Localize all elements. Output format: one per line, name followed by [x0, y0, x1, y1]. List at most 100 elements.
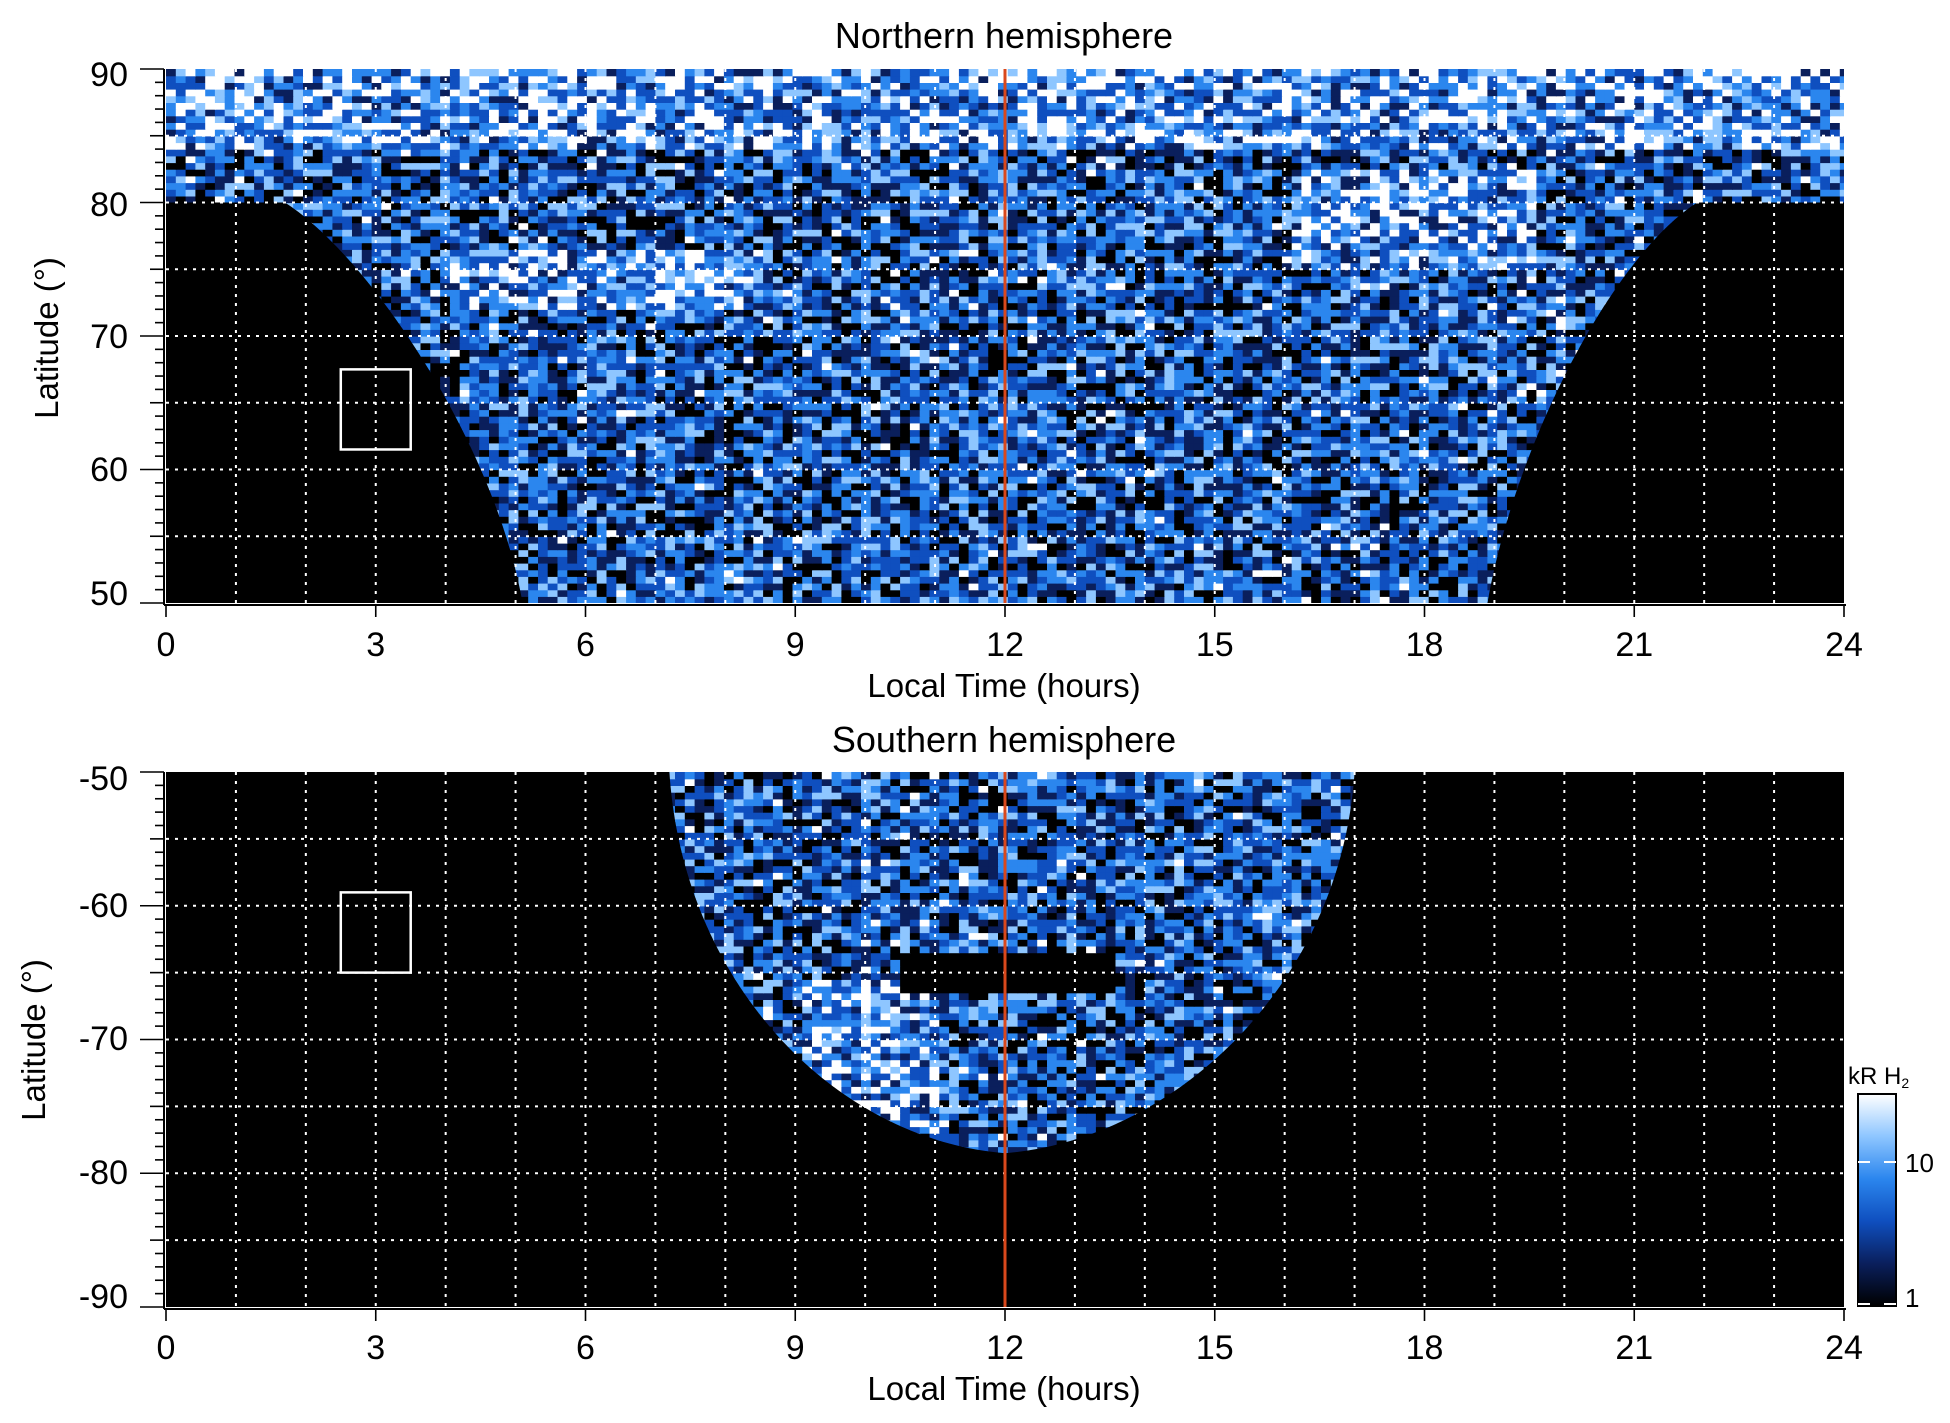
north-emission-cell: [567, 542, 578, 551]
north-emission-cell: [1321, 529, 1332, 537]
north-emission-cell: [988, 596, 999, 603]
north-emission-cell: [1203, 542, 1214, 551]
north-emission-cell: [909, 422, 921, 431]
north-emission-cell: [919, 576, 931, 584]
north-emission-cell: [978, 516, 989, 524]
north-emission-cell: [1526, 436, 1537, 444]
north-emission-cell: [1330, 422, 1342, 431]
north-emission-cell: [841, 409, 852, 417]
north-emission-cell: [675, 516, 686, 524]
north-emission-cell: [723, 422, 735, 431]
north-emission-cell: [753, 583, 764, 591]
north-emission-cell: [919, 456, 931, 464]
north-emission-cell: [1144, 569, 1156, 577]
north-emission-cell: [1232, 516, 1244, 524]
north-emission-cell: [518, 462, 529, 471]
north-emission-cell: [1458, 469, 1469, 477]
north-emission-cell: [949, 556, 960, 564]
north-emission-cell: [1409, 442, 1420, 451]
north-emission-cell: [802, 422, 813, 431]
north-emission-cell: [988, 456, 999, 464]
north-emission-cell: [586, 416, 598, 424]
north-emission-cell: [528, 456, 539, 464]
north-emission-cell: [821, 482, 833, 491]
north-emission-cell: [1242, 409, 1254, 417]
north-emission-cell: [596, 442, 608, 451]
north-emission-cell: [1242, 556, 1254, 564]
north-emission-cell: [1360, 409, 1371, 417]
north-emission-cell: [1066, 589, 1077, 597]
north-emission-cell: [1007, 563, 1019, 571]
north-emission-cell: [1281, 436, 1293, 444]
north-emission-cell: [1037, 542, 1048, 551]
north-emission-cell: [1007, 576, 1019, 584]
north-emission-cell: [518, 436, 529, 444]
north-emission-cell: [1301, 456, 1312, 464]
north-emission-cell: [1037, 529, 1048, 537]
north-emission-cell: [1135, 436, 1146, 444]
north-emission-cell: [743, 422, 754, 431]
north-emission-cell: [1448, 409, 1459, 417]
north-emission-cell: [1272, 596, 1283, 603]
north-emission-cell: [1017, 536, 1028, 544]
north-emission-cell: [675, 462, 686, 471]
north-emission-cell: [1154, 462, 1165, 471]
north-emission-cell: [1418, 482, 1430, 491]
north-emission-cell: [753, 429, 764, 437]
north-emission-cell: [870, 429, 882, 437]
north-emission-cell: [684, 409, 696, 417]
north-emission-cell: [626, 416, 637, 424]
north-emission-cell: [1497, 516, 1508, 524]
north-emission-cell: [1252, 596, 1263, 603]
north-emission-cell: [1497, 429, 1508, 437]
north-emission-cell: [919, 476, 931, 484]
north-emission-cell: [1448, 569, 1459, 577]
north-emission-cell: [714, 556, 725, 564]
north-emission-cell: [694, 589, 705, 597]
north-emission-cell: [1330, 522, 1342, 531]
north-emission-cell: [802, 496, 813, 504]
north-emission-cell: [958, 583, 970, 591]
north-emission-cell: [1017, 556, 1028, 564]
north-emission-cell: [586, 596, 598, 603]
north-emission-cell: [763, 542, 774, 551]
north-emission-cell: [1223, 569, 1234, 577]
north-emission-cell: [831, 536, 842, 544]
north-emission-cell: [1428, 462, 1440, 471]
north-emission-cell: [1027, 576, 1038, 584]
north-emission-cell: [655, 589, 666, 597]
north-emission-cell: [1301, 556, 1312, 564]
north-emission-cell: [567, 529, 578, 537]
north-emission-cell: [851, 589, 862, 597]
north-emission-cell: [1047, 442, 1058, 451]
north-emission-cell: [841, 536, 852, 544]
north-emission-cell: [821, 456, 833, 464]
north-emission-cell: [1086, 442, 1097, 451]
north-emission-cell: [1242, 416, 1254, 424]
north-emission-cell: [538, 589, 549, 597]
north-emission-cell: [841, 569, 852, 577]
north-emission-cell: [1370, 509, 1381, 517]
north-emission-cell: [939, 589, 950, 597]
north-emission-cell: [939, 569, 950, 577]
north-emission-cell: [1203, 502, 1214, 511]
north-emission-cell: [1232, 449, 1244, 457]
north-emission-cell: [802, 476, 813, 484]
north-emission-cell: [518, 569, 529, 577]
north-emission-cell: [1193, 529, 1205, 537]
north-emission-cell: [577, 549, 588, 557]
north-emission-cell: [841, 549, 852, 557]
north-emission-cell: [1311, 509, 1322, 517]
north-emission-cell: [978, 576, 989, 584]
north-emission-cell: [1409, 476, 1420, 484]
north-emission-cell: [958, 462, 970, 471]
north-emission-cell: [518, 456, 529, 464]
north-emission-cell: [723, 456, 735, 464]
north-emission-cell: [1242, 442, 1254, 451]
north-emission-cell: [772, 549, 784, 557]
north-emission-cell: [978, 536, 989, 544]
north-emission-cell: [1301, 416, 1312, 424]
north-emission-cell: [1164, 462, 1175, 471]
north-emission-cell: [1340, 476, 1351, 484]
north-emission-cell: [596, 496, 608, 504]
